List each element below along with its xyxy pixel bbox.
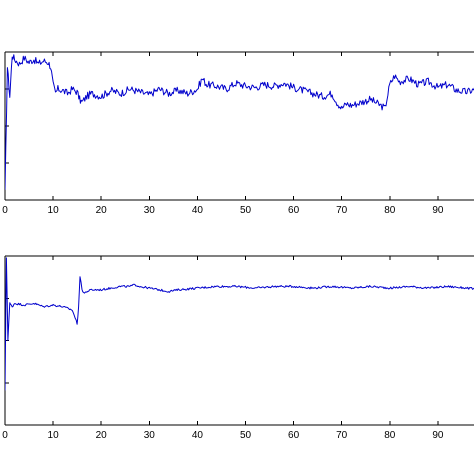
x-tick-label: 80 bbox=[384, 430, 396, 441]
x-tick-label: 40 bbox=[192, 205, 204, 216]
x-tick-label: 90 bbox=[432, 430, 444, 441]
x-tick-label: 60 bbox=[288, 205, 300, 216]
x-tick-label: 80 bbox=[384, 205, 396, 216]
series-line bbox=[5, 54, 474, 190]
x-tick-label: 70 bbox=[336, 430, 348, 441]
x-tick-label: 50 bbox=[240, 430, 252, 441]
x-tick-label: 20 bbox=[96, 205, 108, 216]
series-line bbox=[5, 257, 474, 391]
x-tick-label: 30 bbox=[144, 205, 156, 216]
x-tick-label: 90 bbox=[432, 205, 444, 216]
x-tick-label: 30 bbox=[144, 430, 156, 441]
x-tick-label: 20 bbox=[96, 430, 108, 441]
x-tick-label: 70 bbox=[336, 205, 348, 216]
x-tick-label: 60 bbox=[288, 430, 300, 441]
x-tick-label: 0 bbox=[2, 430, 8, 441]
x-tick-label: 10 bbox=[48, 430, 60, 441]
top-plot: 0 10 20 30 40 50 60 70 80 90 bbox=[2, 51, 474, 216]
bottom-plot: 0 10 20 30 40 50 60 70 80 90 bbox=[2, 255, 474, 441]
x-tick-label: 0 bbox=[2, 205, 8, 216]
x-tick-label: 10 bbox=[48, 205, 60, 216]
x-tick-label: 50 bbox=[240, 205, 252, 216]
x-tick-label: 40 bbox=[192, 430, 204, 441]
